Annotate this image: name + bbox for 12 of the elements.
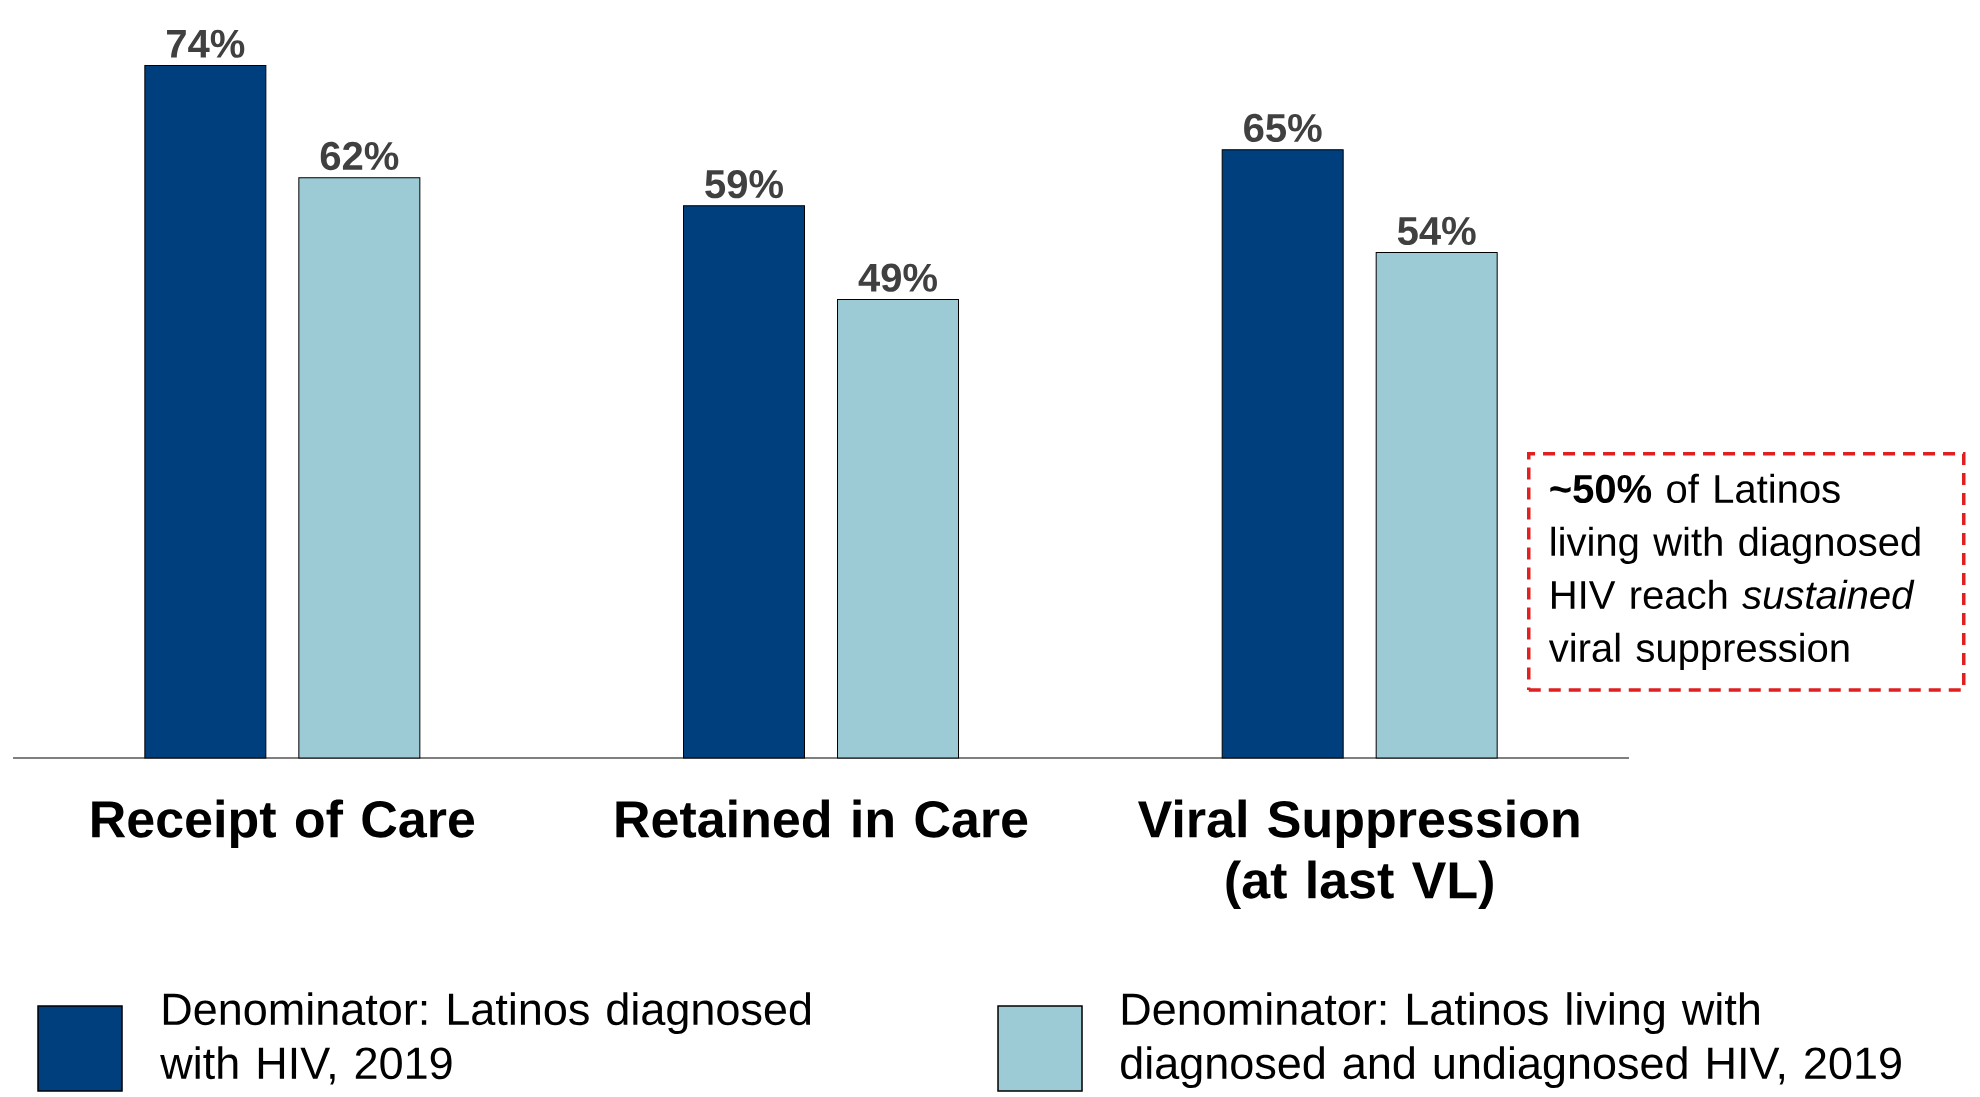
data-label: 49% — [858, 263, 937, 292]
legend-label: Denominator: Latinos living with diagnosed and undiagnosed HIV, 2019 — [1121, 992, 1901, 1089]
data-label: 74% — [167, 29, 245, 58]
annotation: ~50% of Latinos living with diagnosed HIV reach sustained viral suppression — [1548, 473, 1920, 671]
x-tick-label: Receipt of Care — [92, 799, 475, 848]
data-label: 62% — [320, 141, 399, 171]
data-label: 65% — [1244, 113, 1322, 143]
x-tick-label: Retained in Care — [616, 799, 1028, 838]
x-tick-label: Viral Suppression (at last VL) — [1138, 799, 1579, 909]
data-label: 54% — [1397, 216, 1476, 246]
legend-label: Denominator: Latinos diagnosed with HIV, 2019 — [160, 992, 811, 1085]
data-label: 59% — [705, 169, 783, 199]
